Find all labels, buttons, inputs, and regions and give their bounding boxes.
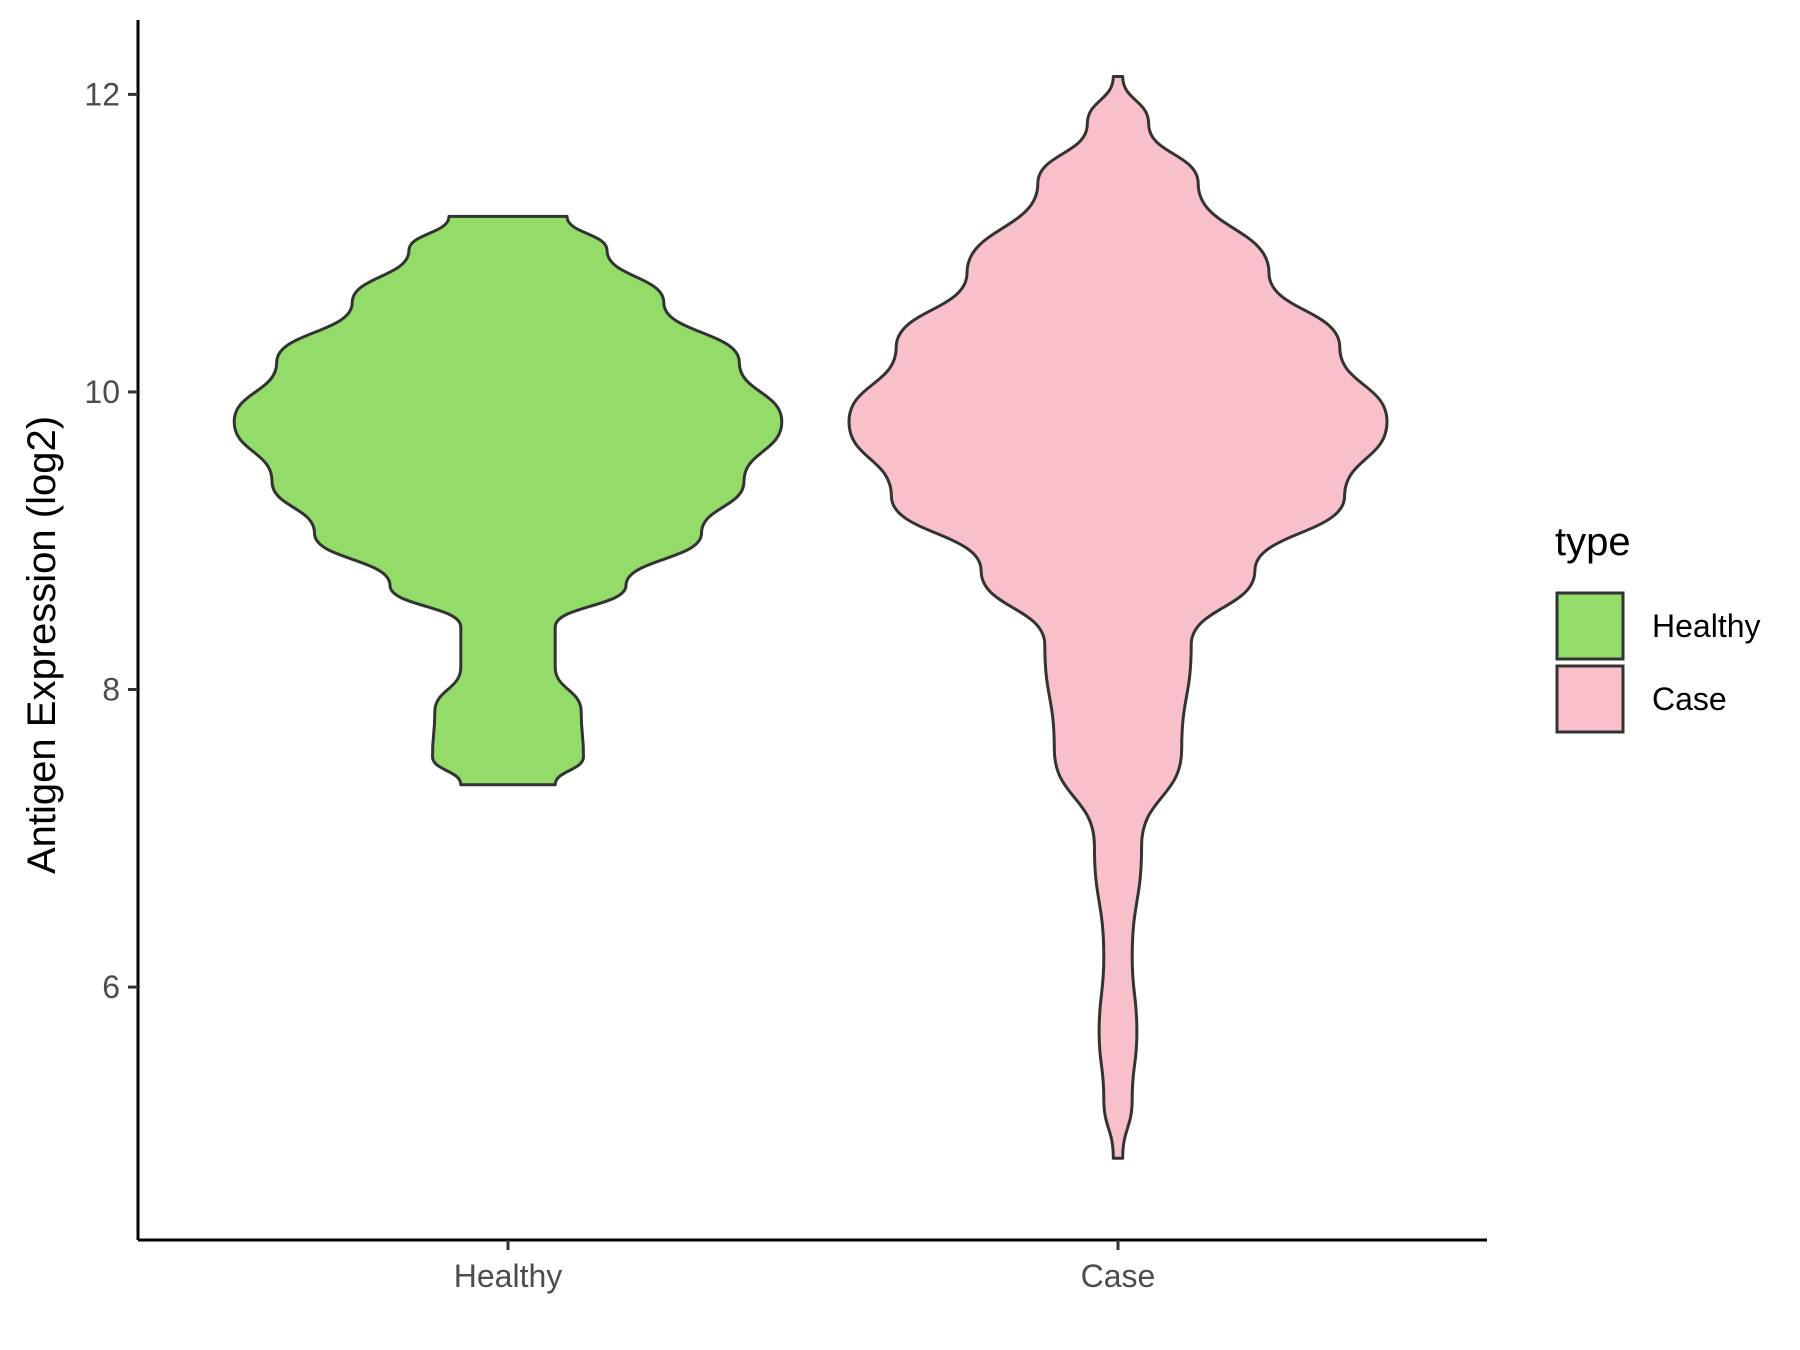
violin-case <box>847 75 1389 1160</box>
violin-healthy <box>232 214 784 787</box>
y-tick-label: 6 <box>102 969 120 1005</box>
x-tick-label: Case <box>1081 1258 1156 1294</box>
legend-key-case <box>1555 664 1625 734</box>
legend: type Healthy Case <box>1555 520 1761 734</box>
y-tick-label: 10 <box>84 374 120 410</box>
legend-title: type <box>1555 520 1631 564</box>
y-axis: 6 8 10 12 <box>84 20 140 1240</box>
legend-key-healthy <box>1555 591 1625 661</box>
legend-label-case: Case <box>1652 681 1727 717</box>
legend-label-healthy: Healthy <box>1652 608 1761 644</box>
x-axis: Healthy Case <box>138 1238 1487 1294</box>
y-tick-label: 12 <box>84 76 120 112</box>
y-tick-label: 8 <box>102 672 120 708</box>
y-axis-title: Antigen Expression (log2) <box>20 416 64 874</box>
violin-layer <box>232 75 1389 1160</box>
x-tick-label: Healthy <box>454 1258 563 1294</box>
